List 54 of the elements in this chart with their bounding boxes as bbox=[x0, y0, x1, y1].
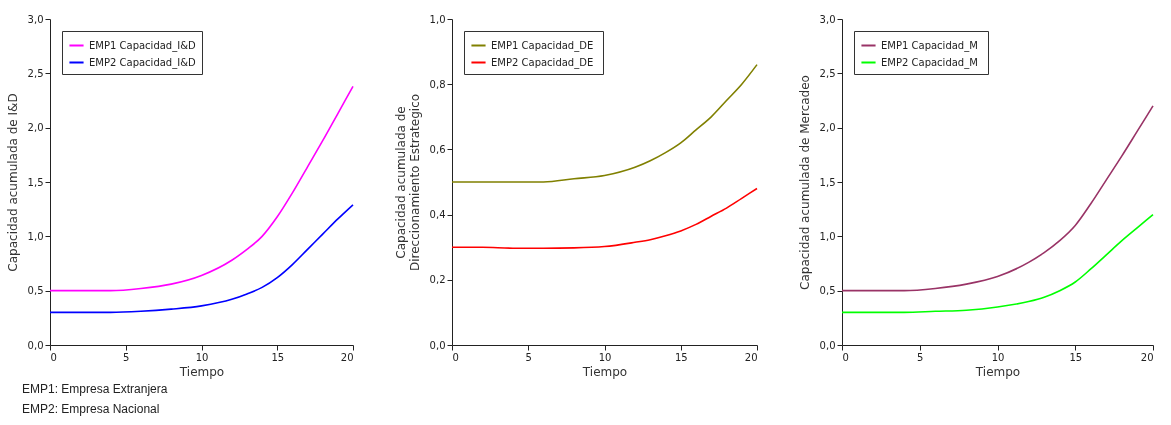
x-tick-label: 0 bbox=[842, 351, 849, 363]
legend-label: EMP2 Capacidad_DE bbox=[491, 56, 594, 69]
text: EMP1: Empresa Extranjera bbox=[22, 381, 169, 398]
x-tick-label: 15 bbox=[674, 351, 688, 363]
x-tick-label: 20 bbox=[1140, 351, 1154, 363]
x-axis-title: Tiempo bbox=[178, 364, 225, 379]
legend-label: EMP1 Capacidad_DE bbox=[491, 39, 594, 52]
y-tick-label: 0,0 bbox=[27, 339, 44, 351]
y-tick-label: 0,0 bbox=[819, 339, 836, 351]
line-series bbox=[49, 85, 354, 292]
y-tick-label: 2,0 bbox=[27, 122, 44, 134]
y-axis-title: Capacidad acumulada de I&D bbox=[5, 93, 20, 272]
x-axis-title: Tiempo bbox=[974, 364, 1021, 379]
x-tick-label: 15 bbox=[1069, 351, 1083, 363]
y-tick-label: 3,0 bbox=[27, 13, 44, 25]
y-tick-label: 0,5 bbox=[819, 285, 836, 297]
legend-label: EMP1 Capacidad_I&D bbox=[89, 39, 196, 52]
y-tick-label: 0,6 bbox=[429, 143, 446, 155]
line-series bbox=[841, 105, 1154, 292]
x-tick-label: 0 bbox=[50, 351, 57, 363]
y-tick-label: 3,0 bbox=[819, 13, 836, 25]
y-tick-label: 0,8 bbox=[429, 78, 446, 90]
line-series bbox=[451, 187, 758, 249]
x-tick-label: 5 bbox=[123, 351, 130, 363]
line-series bbox=[49, 204, 354, 314]
x-tick-label: 10 bbox=[195, 351, 209, 363]
x-tick-label: 5 bbox=[525, 351, 532, 363]
y-tick-label: 1,5 bbox=[27, 176, 44, 188]
y-tick-label: 0,2 bbox=[429, 274, 446, 286]
y-tick-label: 2,5 bbox=[27, 67, 44, 79]
text: EMP2: Empresa Nacional bbox=[22, 401, 161, 418]
legend-label: EMP2 Capacidad_M bbox=[881, 56, 978, 69]
legend-label: EMP2 Capacidad_I&D bbox=[89, 56, 196, 69]
y-tick-label: 1,0 bbox=[819, 230, 836, 242]
x-tick-label: 0 bbox=[452, 351, 459, 363]
x-tick-label: 10 bbox=[598, 351, 612, 363]
x-tick-label: 20 bbox=[744, 351, 758, 363]
x-tick-label: 5 bbox=[917, 351, 924, 363]
x-tick-label: 20 bbox=[340, 351, 354, 363]
x-tick-label: 10 bbox=[991, 351, 1005, 363]
y-tick-label: 1,5 bbox=[819, 176, 836, 188]
y-tick-label: 1,0 bbox=[27, 230, 44, 242]
y-tick-label: 0,0 bbox=[429, 339, 446, 351]
y-tick-label: 0,4 bbox=[429, 209, 446, 221]
y-tick-label: 0,5 bbox=[27, 285, 44, 297]
y-tick-label: 1,0 bbox=[429, 13, 446, 25]
y-tick-label: 2,5 bbox=[819, 67, 836, 79]
legend-label: EMP1 Capacidad_M bbox=[881, 39, 978, 52]
x-tick-label: 15 bbox=[271, 351, 285, 363]
y-axis-title: Capacidad acumulada de Direccionamiento Estrategico bbox=[393, 93, 422, 272]
y-tick-label: 2,0 bbox=[819, 122, 836, 134]
y-axis-title: Capacidad acumulada de Mercadeo bbox=[797, 75, 812, 290]
x-axis-title: Tiempo bbox=[581, 364, 628, 379]
line-series bbox=[841, 213, 1154, 314]
